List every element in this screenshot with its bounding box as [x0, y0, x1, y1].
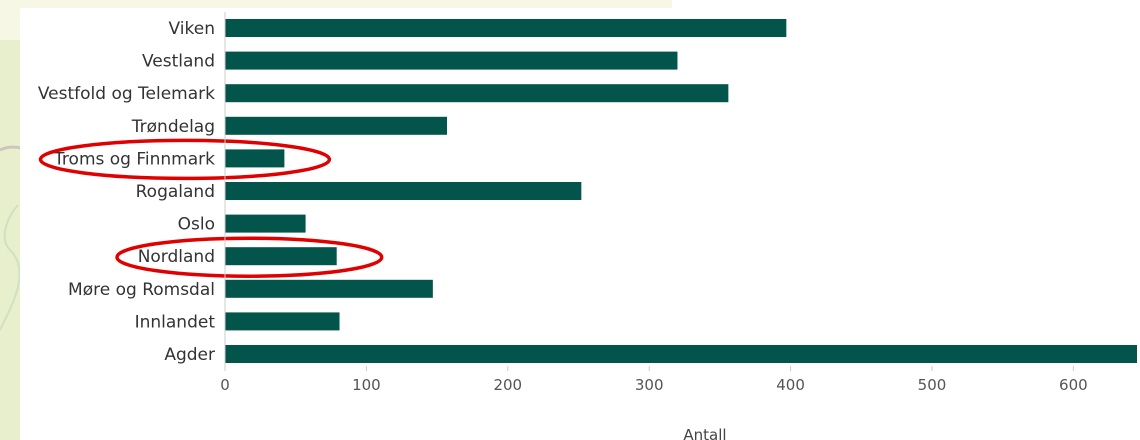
map-contour	[0, 204, 21, 331]
x-axis-title: Antall	[683, 426, 726, 440]
map-land-strip	[0, 40, 20, 440]
category-label-oslo: Oslo	[178, 215, 215, 235]
category-label-nordland: Nordland	[138, 247, 215, 267]
category-labels: Viken Vestland Vestfold og Telemark Trøndel…	[38, 19, 215, 365]
category-label-agder: Agder	[164, 345, 215, 365]
category-label-troms-og-finnmark: Troms og Finnmark	[53, 149, 215, 169]
x-tick-label-200: 200	[493, 376, 522, 394]
highlight-ellipse-troms-og-finnmark	[38, 138, 332, 181]
category-label-tr-ndelag: Trøndelag	[131, 117, 215, 137]
bar-tr-ndelag	[225, 116, 447, 135]
bar-vestfold-og-telemark	[225, 84, 729, 103]
x-tick-label-300: 300	[635, 376, 664, 394]
x-tick-label-400: 400	[776, 376, 805, 394]
category-label-viken: Viken	[169, 19, 215, 39]
highlight-ellipse-nordland	[115, 236, 384, 278]
bars-layer	[225, 19, 1137, 363]
bar-rogaland	[225, 182, 582, 200]
bar-nordland	[225, 247, 337, 266]
x-tick-label-600: 600	[1059, 376, 1088, 394]
x-tick-label-0: 0	[220, 376, 230, 394]
bar-agder	[225, 345, 1137, 363]
category-label-m-re-og-romsdal: Møre og Romsdal	[68, 280, 215, 300]
bar-oslo	[225, 214, 306, 233]
category-label-innlandet: Innlandet	[135, 312, 216, 332]
bar-viken	[225, 19, 787, 37]
x-axis-ticks: 0 100 200 300 400 500 600	[220, 366, 1088, 394]
bar-troms-og-finnmark	[225, 149, 285, 168]
bar-innlandet	[225, 312, 340, 331]
category-label-vestfold-og-telemark: Vestfold og Telemark	[38, 84, 215, 104]
category-label-vestland: Vestland	[142, 52, 215, 72]
highlight-ellipses	[38, 138, 384, 278]
x-tick-label-500: 500	[918, 376, 947, 394]
chart-panel	[20, 8, 1140, 440]
bar-vestland	[225, 51, 678, 70]
category-label-rogaland: Rogaland	[136, 182, 215, 202]
x-tick-label-100: 100	[352, 376, 381, 394]
bar-m-re-og-romsdal	[225, 279, 433, 298]
